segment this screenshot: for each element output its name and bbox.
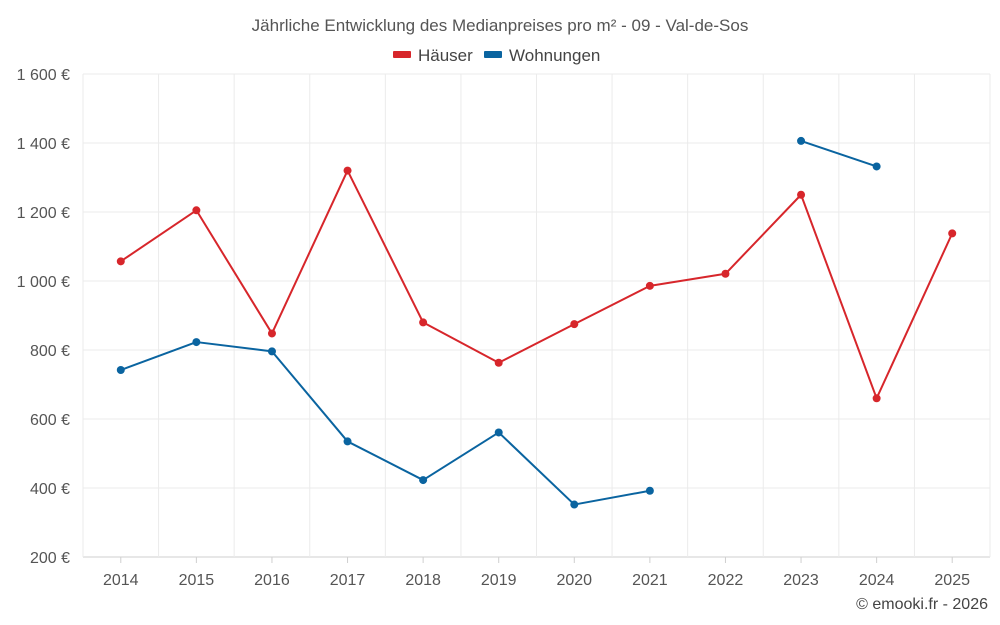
data-point-haeuser[interactable] bbox=[797, 190, 806, 199]
data-point-haeuser[interactable] bbox=[419, 318, 428, 327]
data-point-wohnungen[interactable] bbox=[494, 428, 503, 437]
y-tick-label: 1 200 € bbox=[17, 205, 70, 222]
chart-title: Jährliche Entwicklung des Medianpreises … bbox=[252, 16, 749, 35]
data-point-wohnungen[interactable] bbox=[570, 500, 579, 509]
legend-item-haeuser[interactable]: Häuser bbox=[393, 46, 473, 65]
series-line-haeuser bbox=[119, 169, 954, 400]
x-tick-label: 2021 bbox=[632, 572, 668, 589]
data-point-haeuser[interactable] bbox=[267, 329, 276, 338]
x-tick-label: 2024 bbox=[859, 572, 895, 589]
legend-label-haeuser: Häuser bbox=[418, 46, 473, 65]
data-point-wohnungen[interactable] bbox=[116, 366, 125, 375]
data-point-wohnungen[interactable] bbox=[872, 162, 881, 171]
series-line-wohnungen bbox=[800, 139, 878, 168]
y-tick-label: 1 600 € bbox=[17, 67, 70, 84]
legend-label-wohnungen: Wohnungen bbox=[509, 46, 600, 65]
data-point-wohnungen[interactable] bbox=[343, 437, 352, 446]
data-point-haeuser[interactable] bbox=[721, 269, 730, 278]
x-tick-label: 2020 bbox=[556, 572, 592, 589]
y-tick-label: 1 000 € bbox=[17, 274, 70, 291]
y-tick-label: 800 € bbox=[30, 343, 70, 360]
data-point-wohnungen[interactable] bbox=[797, 136, 806, 145]
series-wohnungen bbox=[116, 136, 881, 509]
grid bbox=[82, 73, 991, 558]
x-tick-label: 2022 bbox=[708, 572, 744, 589]
y-tick-label: 200 € bbox=[30, 550, 70, 567]
series-haeuser bbox=[116, 166, 957, 403]
y-tick-label: 400 € bbox=[30, 481, 70, 498]
data-point-wohnungen[interactable] bbox=[419, 476, 428, 485]
data-point-wohnungen[interactable] bbox=[192, 338, 201, 347]
data-point-haeuser[interactable] bbox=[570, 320, 579, 329]
x-tick-label: 2025 bbox=[934, 572, 970, 589]
data-point-haeuser[interactable] bbox=[948, 229, 957, 238]
x-tick-label: 2023 bbox=[783, 572, 819, 589]
x-tick-label: 2015 bbox=[179, 572, 215, 589]
data-point-haeuser[interactable] bbox=[192, 206, 201, 215]
y-tick-label: 600 € bbox=[30, 412, 70, 429]
legend-swatch-haeuser bbox=[393, 51, 411, 58]
legend: Häuser Wohnungen bbox=[393, 46, 600, 65]
data-point-haeuser[interactable] bbox=[872, 394, 881, 403]
data-point-wohnungen[interactable] bbox=[267, 347, 276, 356]
x-tick-label: 2016 bbox=[254, 572, 290, 589]
series-layer bbox=[116, 136, 957, 509]
data-point-wohnungen[interactable] bbox=[645, 486, 654, 495]
y-tick-label: 1 400 € bbox=[17, 136, 70, 153]
legend-item-wohnungen[interactable]: Wohnungen bbox=[484, 46, 600, 65]
data-point-haeuser[interactable] bbox=[116, 257, 125, 266]
legend-swatch-wohnungen bbox=[484, 51, 502, 58]
x-tick-label: 2018 bbox=[405, 572, 441, 589]
x-tick-label: 2017 bbox=[330, 572, 366, 589]
x-axis: 2014 2015 2016 2017 2018 2019 2020 2021 2022 2023… bbox=[103, 557, 970, 589]
x-tick-label: 2019 bbox=[481, 572, 517, 589]
data-point-haeuser[interactable] bbox=[494, 358, 503, 367]
y-axis: 200 € 400 € 600 € 800 € 1 000 € 1 200 € 1 400 … bbox=[17, 67, 70, 567]
data-point-haeuser[interactable] bbox=[343, 166, 352, 175]
series-line-wohnungen bbox=[119, 341, 651, 506]
x-tick-label: 2014 bbox=[103, 572, 139, 589]
copyright: © emooki.fr - 2026 bbox=[856, 596, 988, 613]
data-point-haeuser[interactable] bbox=[645, 281, 654, 290]
